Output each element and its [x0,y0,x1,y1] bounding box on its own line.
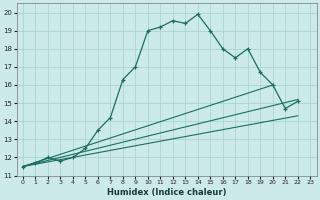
X-axis label: Humidex (Indice chaleur): Humidex (Indice chaleur) [107,188,226,197]
